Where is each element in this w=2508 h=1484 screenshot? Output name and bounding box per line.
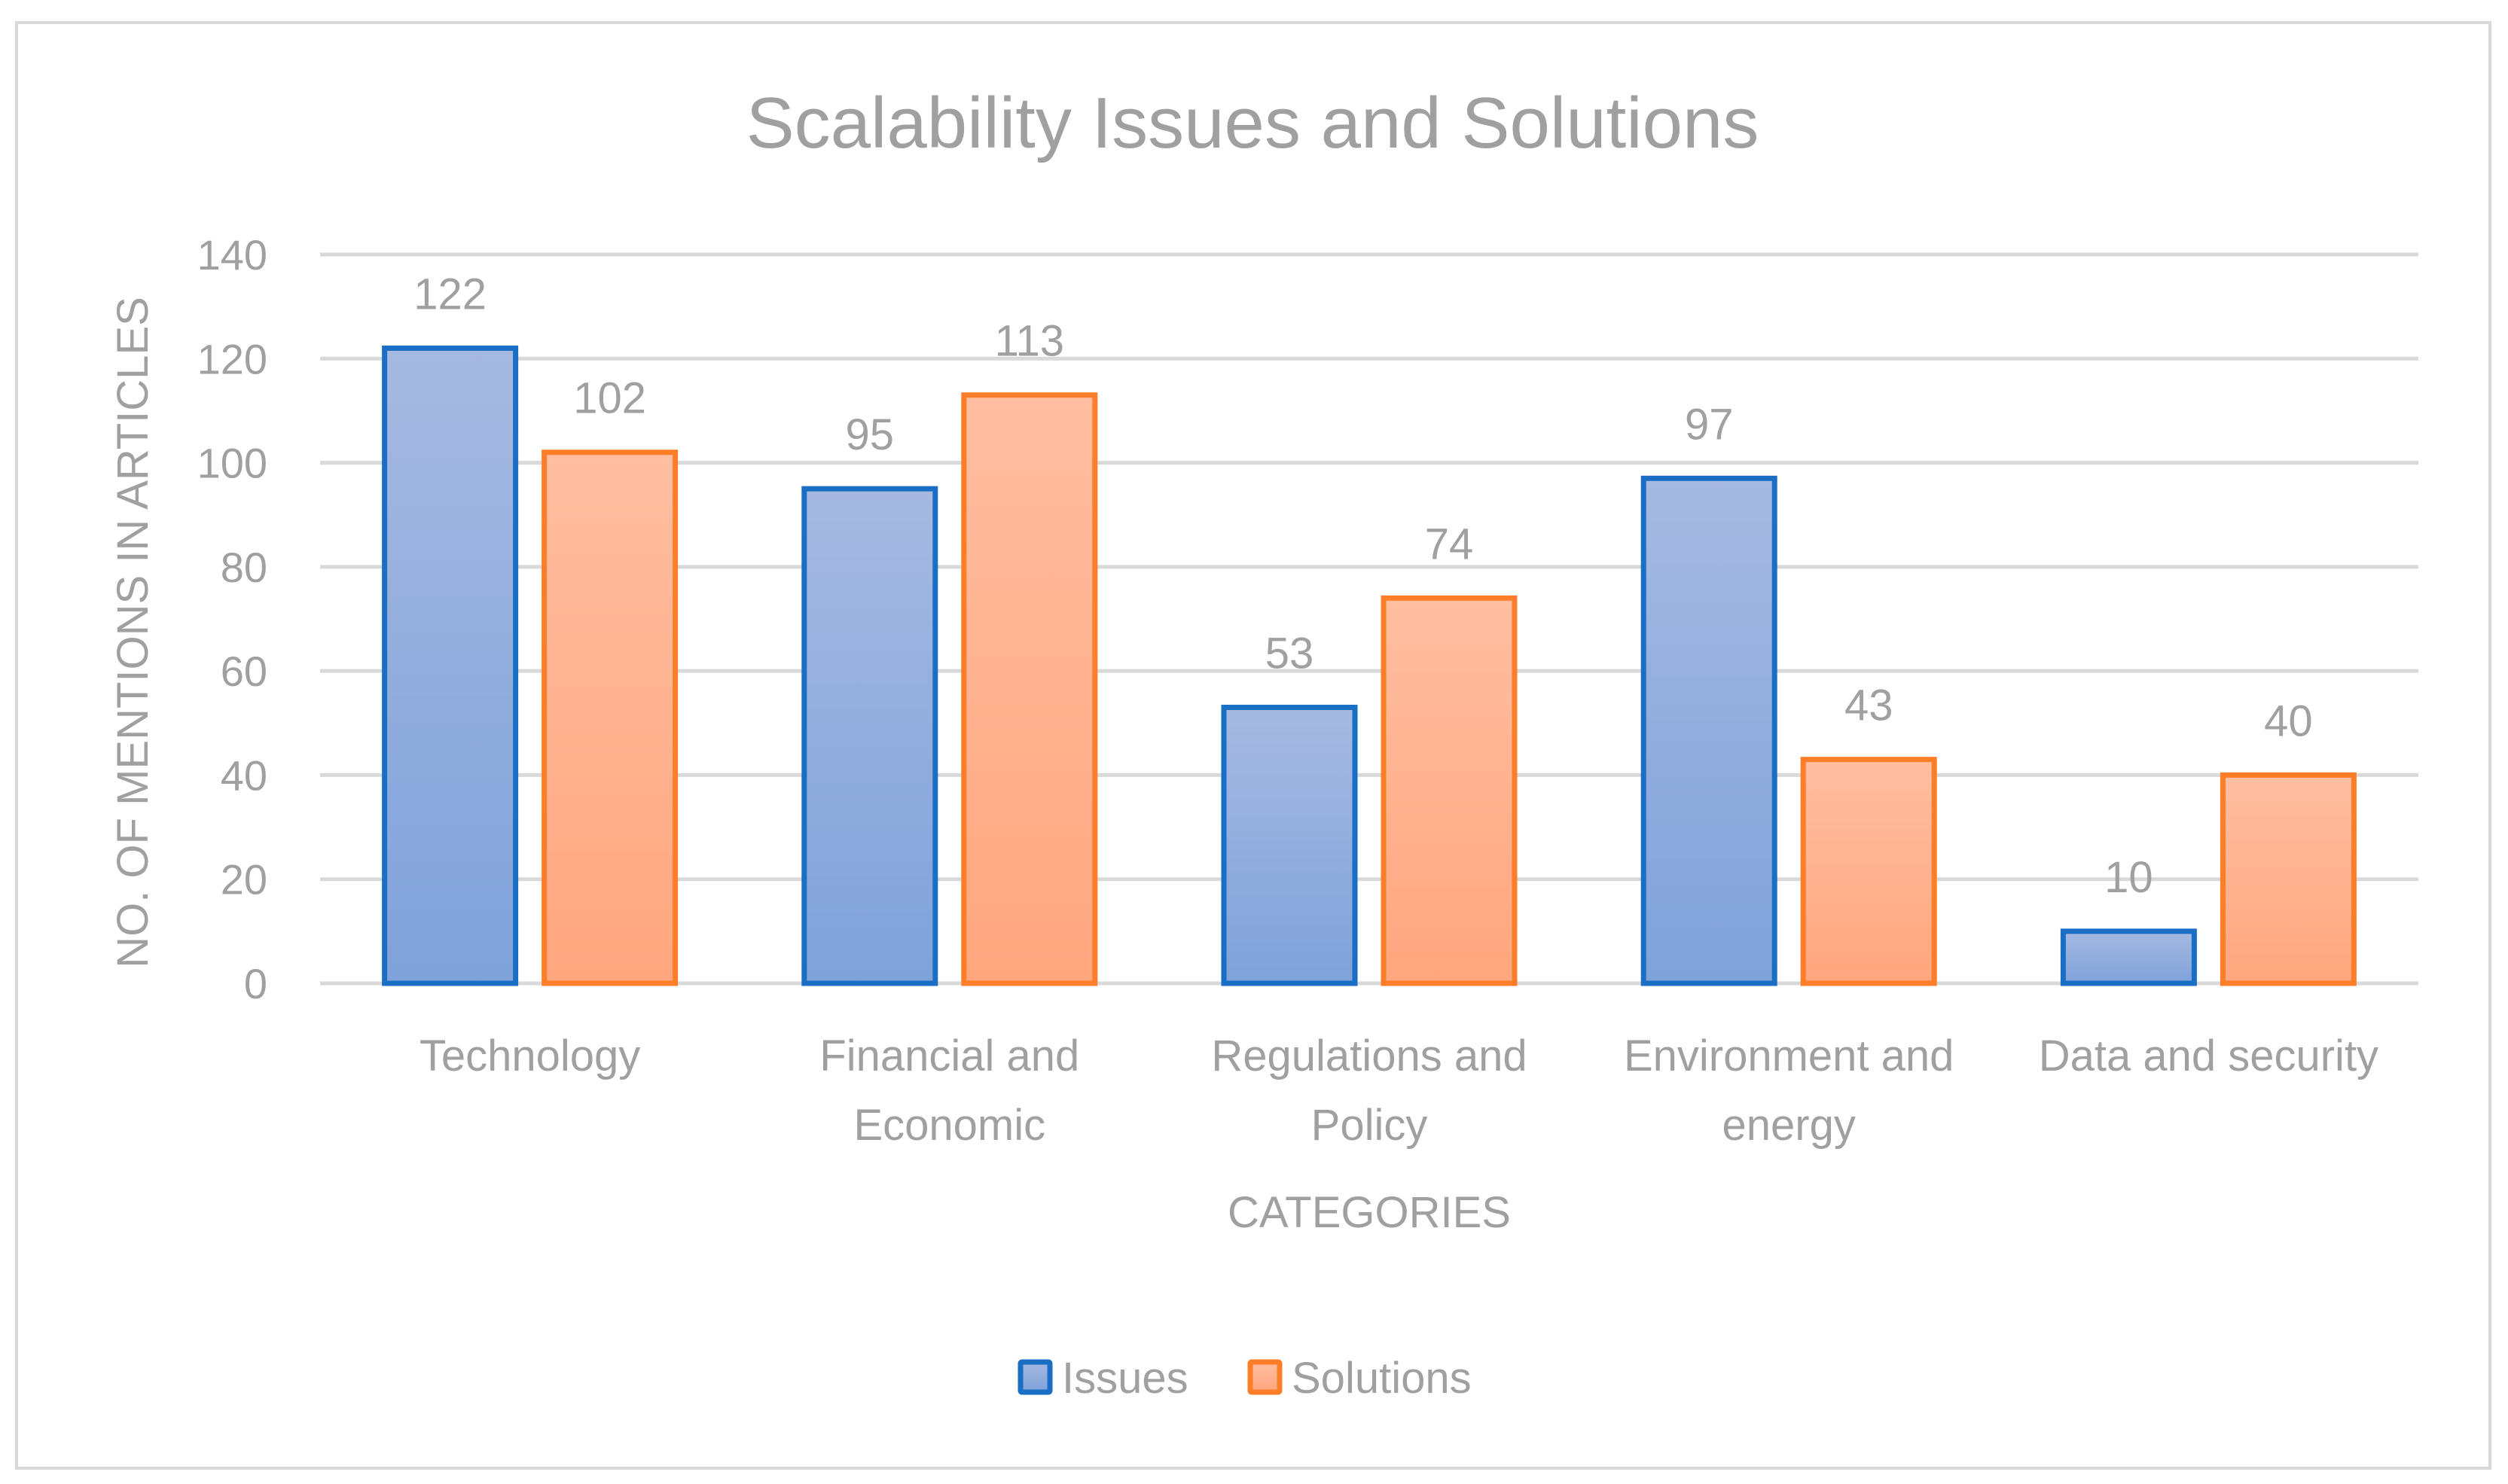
legend-item-solutions: Solutions bbox=[1247, 1354, 1472, 1403]
data-label: 122 bbox=[413, 270, 487, 318]
bar-issues-2 bbox=[1221, 705, 1358, 986]
bar-solutions-4 bbox=[2220, 772, 2357, 986]
bar-issues-1 bbox=[801, 486, 938, 986]
x-tick-label: Technology bbox=[420, 1031, 640, 1080]
x-tick-label: Policy bbox=[1311, 1101, 1428, 1150]
data-label: 53 bbox=[1265, 629, 1314, 678]
y-tick-label: 100 bbox=[197, 440, 267, 487]
x-tick-label: energy bbox=[1722, 1101, 1856, 1150]
bar-issues-3 bbox=[1640, 475, 1777, 986]
legend-swatch bbox=[1247, 1359, 1283, 1395]
data-label: 102 bbox=[573, 374, 646, 423]
x-tick-label: Data and security bbox=[2039, 1031, 2378, 1080]
data-label: 40 bbox=[2264, 696, 2313, 745]
y-tick-label: 80 bbox=[221, 544, 267, 591]
data-label: 113 bbox=[995, 317, 1064, 366]
bar-solutions-0 bbox=[542, 449, 679, 986]
x-tick-label: Financial and bbox=[819, 1031, 1079, 1080]
x-axis-title: CATEGORIES bbox=[1228, 1188, 1511, 1237]
y-tick-label: 120 bbox=[197, 335, 267, 382]
data-label: 10 bbox=[2104, 853, 2153, 902]
bar-issues-4 bbox=[2060, 928, 2197, 986]
x-tick-label: Economic bbox=[853, 1101, 1045, 1150]
bar-solutions-2 bbox=[1381, 595, 1518, 986]
bar-solutions-1 bbox=[961, 392, 1098, 986]
y-tick-label: 140 bbox=[197, 231, 267, 279]
y-tick-label: 0 bbox=[244, 960, 267, 1007]
legend-label: Issues bbox=[1062, 1354, 1188, 1403]
y-tick-label: 60 bbox=[221, 648, 267, 695]
bar-issues-0 bbox=[382, 345, 519, 986]
chart-title: Scalability Issues and Solutions bbox=[746, 83, 1759, 163]
bar-solutions-3 bbox=[1800, 757, 1937, 986]
x-tick-label: Regulations and bbox=[1211, 1031, 1527, 1080]
legend-swatch bbox=[1018, 1359, 1053, 1395]
legend-label: Solutions bbox=[1292, 1354, 1472, 1403]
data-label: 74 bbox=[1425, 520, 1474, 568]
data-label: 95 bbox=[846, 410, 895, 459]
y-axis-title: NO. OF MENTIONS IN ARTICLES bbox=[108, 297, 157, 968]
data-label: 43 bbox=[1844, 681, 1893, 730]
y-tick-label: 20 bbox=[221, 856, 267, 904]
y-tick-label: 40 bbox=[221, 751, 267, 799]
data-label: 97 bbox=[1685, 400, 1734, 449]
x-tick-label: Environment and bbox=[1624, 1031, 1954, 1080]
legend-item-issues: Issues bbox=[1018, 1354, 1188, 1403]
